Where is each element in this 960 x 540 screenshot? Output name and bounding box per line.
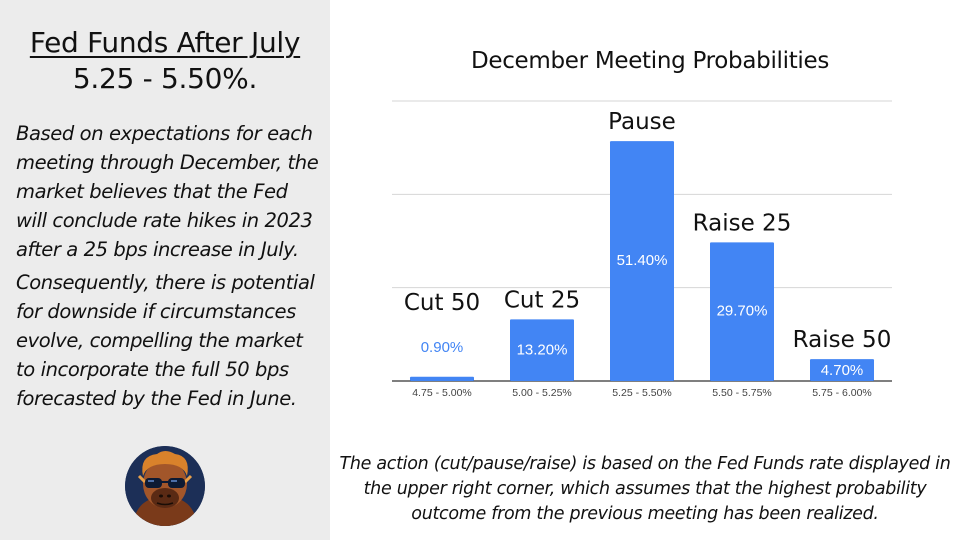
category-tick-label: 4.75 - 5.00% xyxy=(412,387,472,399)
fed-funds-title: Fed Funds After July xyxy=(29,26,301,59)
bar xyxy=(710,242,774,381)
bar xyxy=(810,359,874,381)
bar-annotation: Cut 25 xyxy=(504,287,580,313)
bar-annotation: Cut 50 xyxy=(404,290,480,316)
category-tick-label: 5.75 - 6.00% xyxy=(812,387,872,399)
bar xyxy=(510,319,574,381)
gorilla-avatar-icon xyxy=(125,446,205,526)
chart-title: December Meeting Probabilities xyxy=(470,48,830,74)
bar-data-label: 13.20% xyxy=(517,341,568,358)
bar-annotation: Raise 50 xyxy=(793,327,892,353)
footnote: The action (cut/pause/raise) is based on… xyxy=(339,454,951,524)
bar-data-label: 29.70% xyxy=(717,302,768,319)
bar-annotation: Pause xyxy=(608,109,676,135)
bar-data-label: 0.90% xyxy=(421,339,464,356)
downside-paragraph: Consequently, there is potential for dow… xyxy=(16,271,315,410)
category-tick-label: 5.25 - 5.50% xyxy=(612,387,672,399)
left-summary-panel: Fed Funds After July 5.25 - 5.50%. Based… xyxy=(0,0,330,540)
bar-data-label: 51.40% xyxy=(617,252,668,269)
bar-annotation: Raise 25 xyxy=(693,210,792,236)
fed-funds-rate: 5.25 - 5.50%. xyxy=(72,62,258,95)
category-tick-label: 5.50 - 5.75% xyxy=(712,387,772,399)
category-tick-label: 5.00 - 5.25% xyxy=(512,387,572,399)
bar xyxy=(610,141,674,381)
bar-data-label: 4.70% xyxy=(821,362,864,379)
bar xyxy=(410,376,474,381)
expectation-paragraph: Based on expectations for each meeting t… xyxy=(16,122,319,261)
